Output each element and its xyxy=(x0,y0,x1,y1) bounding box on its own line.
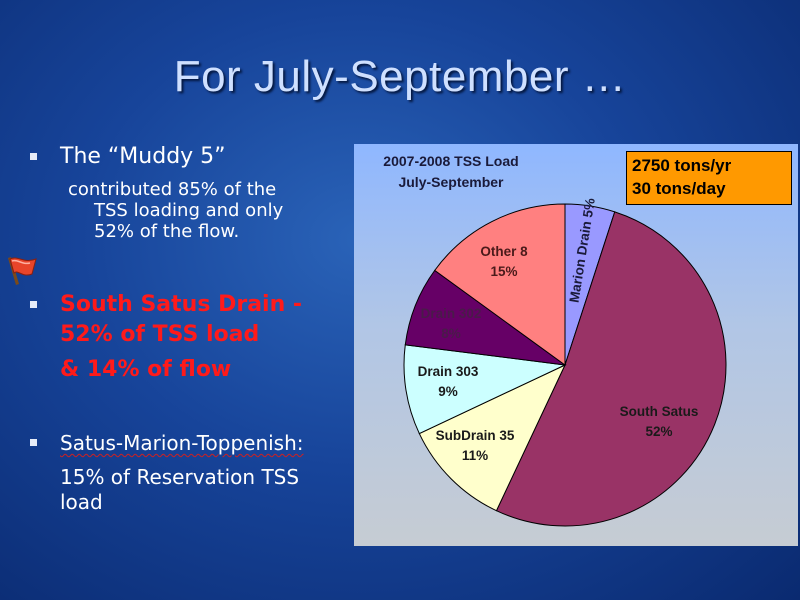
slice-label: Drain 302 8% xyxy=(421,306,482,341)
slice-label: Drain 303 9% xyxy=(418,364,479,399)
bullet-text: The “Muddy 5” xyxy=(60,144,226,169)
bullet-subtext: contributed 85% of the xyxy=(68,179,277,200)
pie-slice-south-satus xyxy=(495,211,727,527)
pie-slice-drain-303 xyxy=(403,344,567,435)
square-bullet-icon xyxy=(30,439,37,446)
chart-panel: 2007-2008 TSS Load July-September Marion D… xyxy=(354,144,798,546)
slide-title: For July-September … xyxy=(173,52,627,101)
slice-label: SubDrain 35 11% xyxy=(436,428,515,463)
bullet-subtext: load xyxy=(60,490,103,514)
bullet-text: Satus-Marion-Toppenish: xyxy=(60,431,304,455)
chart-title-line: July-September xyxy=(398,174,504,190)
bullet-subtext: 52% of the flow. xyxy=(94,221,240,242)
square-bullet-icon xyxy=(30,153,37,160)
summary-line-annual: 2750 tons/yr xyxy=(632,156,732,175)
pie-slice-subdrain-35 xyxy=(418,363,567,512)
chart-title-line: 2007-2008 TSS Load xyxy=(383,153,518,169)
square-bullet-icon xyxy=(30,301,37,308)
flag-icon xyxy=(8,257,37,285)
pie-slice-other-8 xyxy=(434,203,566,366)
bullet-text: South Satus Drain - xyxy=(60,292,303,317)
summary-box: 2750 tons/yr 30 tons/day xyxy=(626,151,792,205)
slice-label: South Satus 52% xyxy=(620,404,699,439)
bullet-subtext: 15% of Reservation TSS xyxy=(60,465,300,489)
slice-label: Other 8 15% xyxy=(480,244,528,279)
bullet-subtext: TSS loading and only xyxy=(94,200,284,221)
summary-line-daily: 30 tons/day xyxy=(632,179,726,198)
